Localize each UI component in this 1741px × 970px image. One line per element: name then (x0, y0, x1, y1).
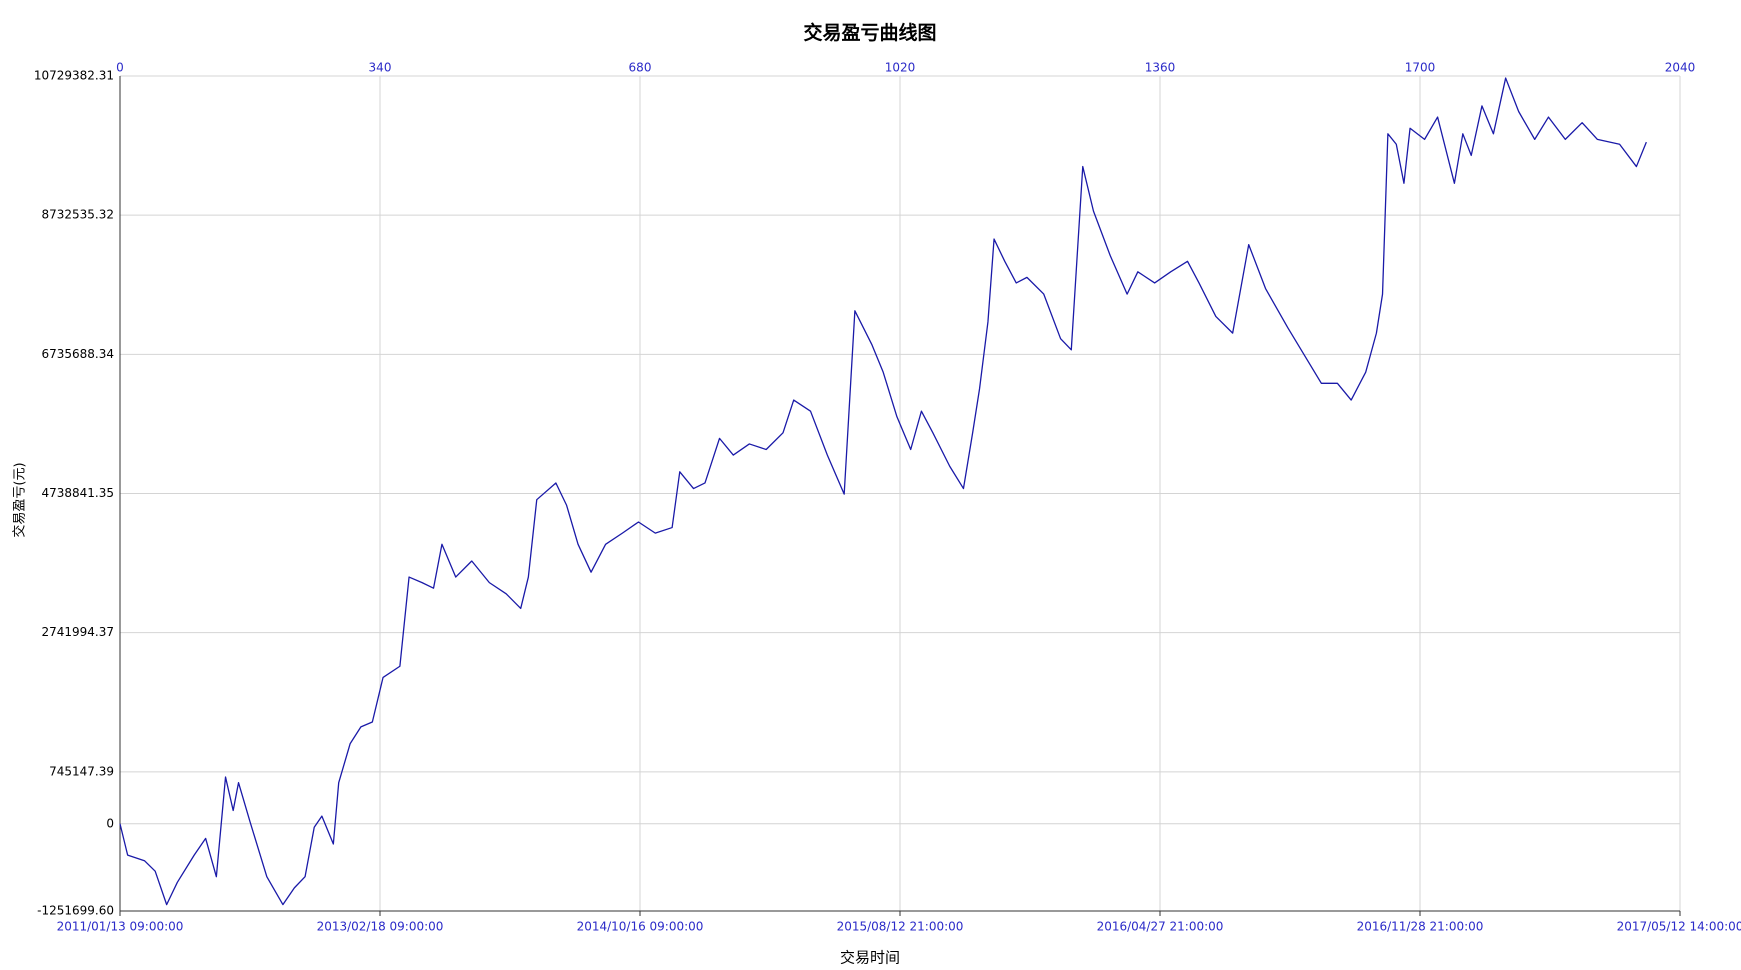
x2-tick-label: 1020 (885, 61, 916, 75)
x2-tick-label: 2040 (1665, 61, 1696, 75)
x-tick-label: 2015/08/12 21:00:00 (837, 920, 964, 934)
y-tick-label: 8732535.32 (41, 208, 114, 222)
y-tick-label: 4738841.35 (41, 486, 114, 500)
y-tick-label: 745147.39 (49, 764, 114, 778)
x2-tick-label: 1700 (1405, 61, 1436, 75)
x-tick-label: 2011/01/13 09:00:00 (57, 920, 184, 934)
pnl-line (119, 77, 1647, 906)
y-tick-label: 0 (106, 816, 114, 830)
x-tick-label: 2016/11/28 21:00:00 (1357, 920, 1484, 934)
y-tick-label: 6735688.34 (41, 347, 114, 361)
y-axis-label: 交易盈亏(元) (12, 462, 28, 537)
x-tick-label: 2017/05/12 14:00:00 (1617, 920, 1741, 934)
x2-tick-label: 680 (629, 61, 652, 75)
chart-title: 交易盈亏曲线图 (803, 21, 936, 44)
x2-tick-label: 340 (369, 61, 392, 75)
x-tick-label: 2016/04/27 21:00:00 (1097, 920, 1224, 934)
x-tick-label: 2014/10/16 09:00:00 (577, 920, 704, 934)
x-axis-label: 交易时间 (840, 949, 900, 967)
x-tick-label: 2013/02/18 09:00:00 (317, 920, 444, 934)
x2-tick-label: 0 (116, 61, 124, 75)
y-tick-label: 10729382.31 (34, 69, 114, 83)
y-tick-label: 2741994.37 (41, 625, 114, 639)
x2-tick-label: 1360 (1145, 61, 1176, 75)
y-tick-label: -1251699.60 (37, 904, 114, 918)
